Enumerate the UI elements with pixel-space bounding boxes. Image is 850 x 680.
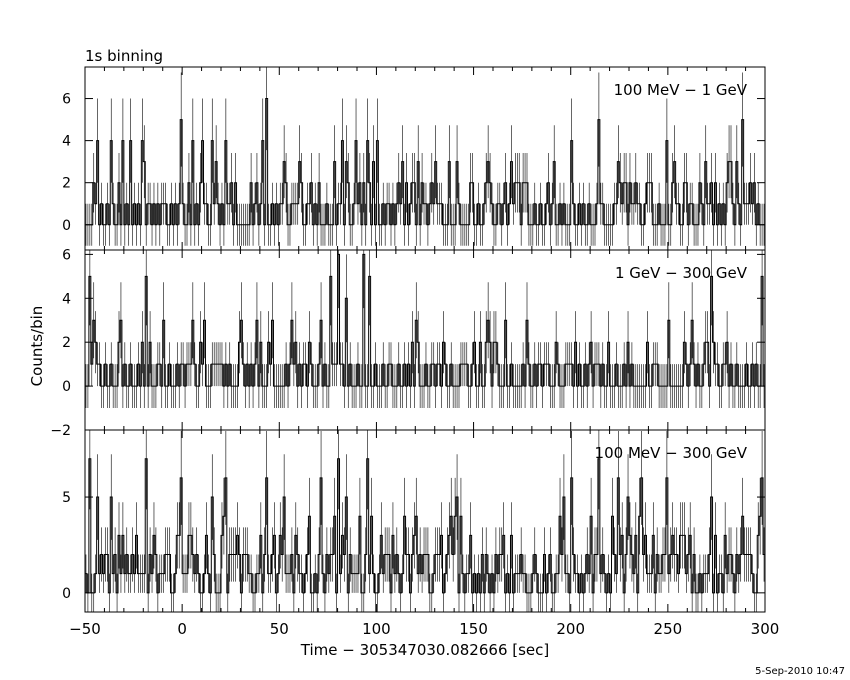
y-tick-label: 0 xyxy=(62,586,71,602)
y-tick-label: 4 xyxy=(62,291,71,307)
count-histogram xyxy=(85,458,765,594)
energy-band-label: 100 MeV − 1 GeV xyxy=(614,81,748,99)
panel-3: 0 5 −50 0 50 100 150 200 250 300 100 MeV − 300 GeV xyxy=(62,429,780,638)
y-tick-label: −2 xyxy=(50,423,71,439)
x-tick-label: 250 xyxy=(654,620,683,638)
y-tick-label: 6 xyxy=(62,247,71,263)
panel-2: −2 0 2 4 6 1 GeV − 300 GeV xyxy=(50,247,766,439)
panel-1: 0 2 4 6 100 MeV − 1 GeV xyxy=(62,66,766,251)
panel-frame xyxy=(84,429,766,613)
y-tick-label: 6 xyxy=(62,92,71,108)
x-tick-label: 150 xyxy=(459,620,488,638)
count-histogram xyxy=(85,253,765,387)
x-tick-label: 0 xyxy=(177,620,187,638)
y-tick-label: 2 xyxy=(62,335,71,351)
y-tick-label: 0 xyxy=(62,218,71,234)
x-tick-label: 300 xyxy=(751,620,780,638)
count-histogram xyxy=(85,98,765,226)
y-tick-label: 4 xyxy=(62,134,71,150)
x-tick-label: 100 xyxy=(362,620,391,638)
y-axis-label: Counts/bin xyxy=(28,306,46,387)
panels: 0 2 4 6 100 MeV − 1 GeV −2 0 2 4 6 1 GeV − 300 GeV… xyxy=(50,66,780,638)
energy-band-label: 100 MeV − 300 GeV xyxy=(595,444,748,462)
y-tick-label: 0 xyxy=(62,379,71,395)
plot-timestamp: 5-Sep-2010 10:47 xyxy=(755,666,845,677)
energy-band-label: 1 GeV − 300 GeV xyxy=(615,264,748,282)
x-tick-label: 50 xyxy=(270,620,289,638)
x-tick-label: 200 xyxy=(556,620,585,638)
x-tick-label: −50 xyxy=(69,620,101,638)
y-tick-label: 2 xyxy=(62,176,71,192)
y-tick-label: 5 xyxy=(62,490,71,506)
figure-title: 1s binning xyxy=(85,47,163,65)
x-axis-label: Time − 305347030.082666 [sec] xyxy=(300,641,550,659)
